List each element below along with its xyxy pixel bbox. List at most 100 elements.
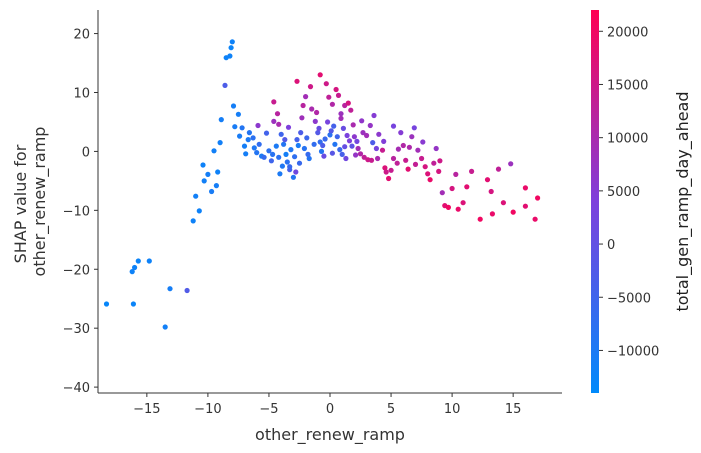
data-point [318, 148, 325, 154]
data-point [488, 188, 494, 195]
data-point [277, 171, 283, 177]
x-tick-label: 0 [326, 402, 334, 417]
colorbar-tick-label: 0 [607, 238, 615, 253]
data-point [405, 166, 411, 172]
data-point [484, 177, 491, 183]
data-point [431, 160, 437, 166]
data-point [464, 184, 470, 190]
x-tick-label: −15 [133, 402, 160, 417]
data-point [337, 147, 343, 153]
data-point [322, 136, 328, 142]
data-point [436, 168, 442, 174]
data-point [303, 94, 309, 100]
y-axis-label-line-2: other_renew_ramp [30, 127, 50, 277]
data-point [453, 171, 459, 177]
colorbar-tick-label: −5000 [607, 291, 651, 306]
x-tick-label: 15 [505, 402, 522, 417]
data-point [343, 155, 349, 162]
data-point [256, 141, 262, 147]
data-point [353, 152, 359, 158]
data-point [146, 258, 152, 264]
plot-area [103, 39, 541, 330]
data-point [201, 178, 207, 184]
data-point [469, 168, 475, 174]
data-point [193, 193, 199, 199]
data-point [427, 177, 433, 183]
data-point [285, 124, 292, 130]
data-point [367, 122, 373, 129]
data-point [209, 188, 215, 195]
data-point [287, 164, 293, 170]
data-point [409, 134, 415, 140]
data-point [395, 146, 401, 152]
data-point [455, 206, 461, 212]
y-tick-label: 0 [82, 145, 90, 160]
data-point [381, 138, 387, 144]
data-point [320, 142, 326, 149]
data-point [386, 175, 392, 182]
colorbar-tick-label: 5000 [607, 185, 640, 200]
data-point [237, 133, 243, 139]
data-point [370, 140, 376, 146]
data-point [508, 161, 514, 167]
data-point [412, 161, 419, 167]
x-axis-label: other_renew_ramp [255, 425, 405, 445]
data-point [510, 209, 516, 215]
data-point [254, 150, 260, 156]
data-point [532, 216, 538, 222]
data-point [288, 147, 294, 153]
data-point [375, 155, 381, 162]
data-point [329, 150, 335, 156]
data-point [350, 122, 356, 128]
data-point [382, 165, 388, 171]
data-point [271, 99, 277, 105]
data-point [344, 132, 350, 139]
data-point [460, 200, 466, 206]
data-point [316, 125, 322, 131]
data-point [331, 123, 337, 129]
data-point [323, 81, 329, 87]
data-point [364, 132, 370, 139]
data-point [345, 100, 351, 106]
data-point [425, 171, 431, 177]
data-point [477, 216, 483, 222]
data-point [309, 106, 315, 112]
data-point [394, 160, 400, 166]
data-point [500, 200, 506, 206]
data-point [246, 130, 252, 136]
data-point [263, 130, 270, 136]
data-point [359, 118, 365, 124]
data-point [398, 130, 404, 136]
y-axis-label: SHAP value for other_renew_ramp [11, 127, 50, 277]
data-point [222, 82, 228, 88]
data-point [295, 142, 301, 149]
data-point [294, 137, 300, 143]
data-point [371, 112, 377, 119]
x-tick-label: 10 [444, 402, 461, 417]
data-point [217, 140, 223, 146]
data-point [422, 164, 428, 170]
data-point [411, 125, 417, 131]
data-point [329, 101, 335, 107]
data-point [327, 132, 333, 138]
data-point [368, 157, 375, 163]
data-point [348, 107, 354, 113]
data-point [196, 208, 202, 214]
y-tick-label: −20 [63, 263, 90, 278]
data-point [103, 301, 110, 307]
data-point [376, 131, 382, 137]
data-point [162, 324, 168, 330]
data-point [307, 84, 314, 90]
x-tick-label: −5 [259, 402, 278, 417]
data-point [321, 153, 327, 159]
data-point [357, 151, 364, 157]
data-point [379, 147, 386, 153]
y-axis-ticks: −40 −30 −20 −10 0 10 20 [63, 28, 98, 396]
data-point [325, 119, 331, 125]
data-point [278, 131, 284, 137]
data-point [292, 154, 298, 160]
data-point [433, 145, 439, 152]
colorbar-tick-label: 20000 [607, 25, 648, 40]
data-point [351, 134, 357, 140]
data-point [227, 53, 233, 59]
